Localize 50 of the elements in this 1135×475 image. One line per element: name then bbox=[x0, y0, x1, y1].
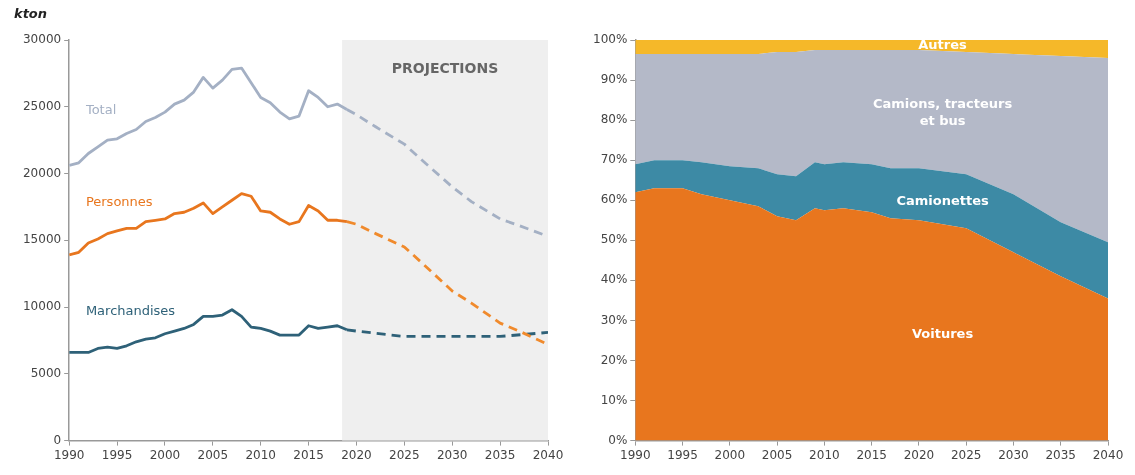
x-tick-label: 2015 bbox=[293, 447, 324, 462]
y-tick-label: 100% bbox=[592, 32, 628, 47]
y-tick-label: 30000 bbox=[22, 32, 62, 47]
series-label: Total bbox=[84, 101, 117, 117]
x-tick-label: 2000 bbox=[149, 447, 181, 462]
x-tick-label: 2000 bbox=[714, 447, 746, 462]
x-tick-label: 2025 bbox=[389, 447, 420, 462]
x-tick-label: 1995 bbox=[101, 447, 133, 462]
y-tick-label: 30% bbox=[600, 312, 628, 327]
y-tick-label: 0% bbox=[608, 432, 628, 447]
x-tick-label: 2025 bbox=[950, 447, 982, 462]
x-tick-label: 1995 bbox=[667, 447, 698, 462]
x-tick-label: 2030 bbox=[998, 447, 1029, 462]
x-tick-label: 1990 bbox=[620, 447, 651, 462]
y-tick-label: 60% bbox=[600, 192, 628, 207]
y-tick-label: 20% bbox=[600, 352, 628, 367]
x-tick-label: 2005 bbox=[197, 447, 229, 462]
series-label: Camions, tracteurs et bus bbox=[872, 95, 1013, 128]
y-tick-label: 70% bbox=[600, 152, 628, 167]
y-tick-label: 80% bbox=[600, 112, 628, 127]
y-tick-label: 25000 bbox=[22, 98, 62, 113]
y-axis-title: kton bbox=[14, 5, 48, 21]
y-tick-label: 50% bbox=[600, 232, 628, 247]
x-tick-label: 2035 bbox=[1045, 447, 1076, 462]
x-tick-label: 2035 bbox=[484, 447, 516, 462]
x-tick-label: 2015 bbox=[856, 447, 887, 462]
y-tick-label: 40% bbox=[600, 272, 628, 287]
x-tick-label: 2010 bbox=[245, 447, 276, 462]
x-tick-label: 2030 bbox=[436, 447, 468, 462]
line-series bbox=[345, 220, 548, 346]
x-tick-label: 2010 bbox=[809, 447, 840, 462]
x-tick-label: 2040 bbox=[532, 447, 564, 462]
band-label: PROJECTIONS bbox=[391, 59, 499, 76]
y-tick-label: 10000 bbox=[22, 299, 62, 314]
x-tick-label: 1990 bbox=[53, 447, 85, 462]
x-tick-label: 2005 bbox=[761, 447, 793, 462]
series-label: Autres bbox=[918, 37, 968, 53]
y-tick-label: 15000 bbox=[22, 232, 62, 247]
y-tick-label: 0 bbox=[53, 432, 62, 447]
series-label: Personnes bbox=[85, 193, 153, 209]
x-tick-label: 2020 bbox=[341, 447, 372, 462]
series-label: Camionettes bbox=[896, 192, 989, 208]
y-tick-label: 20000 bbox=[22, 165, 62, 180]
x-tick-label: 2020 bbox=[903, 447, 935, 462]
y-tick-label: 5000 bbox=[30, 365, 62, 380]
series-label: Voitures bbox=[911, 325, 974, 341]
y-tick-label: 90% bbox=[600, 72, 628, 87]
x-tick-label: 2040 bbox=[1092, 447, 1124, 462]
series-label: Marchandises bbox=[85, 303, 176, 319]
y-tick-label: 10% bbox=[600, 392, 628, 407]
